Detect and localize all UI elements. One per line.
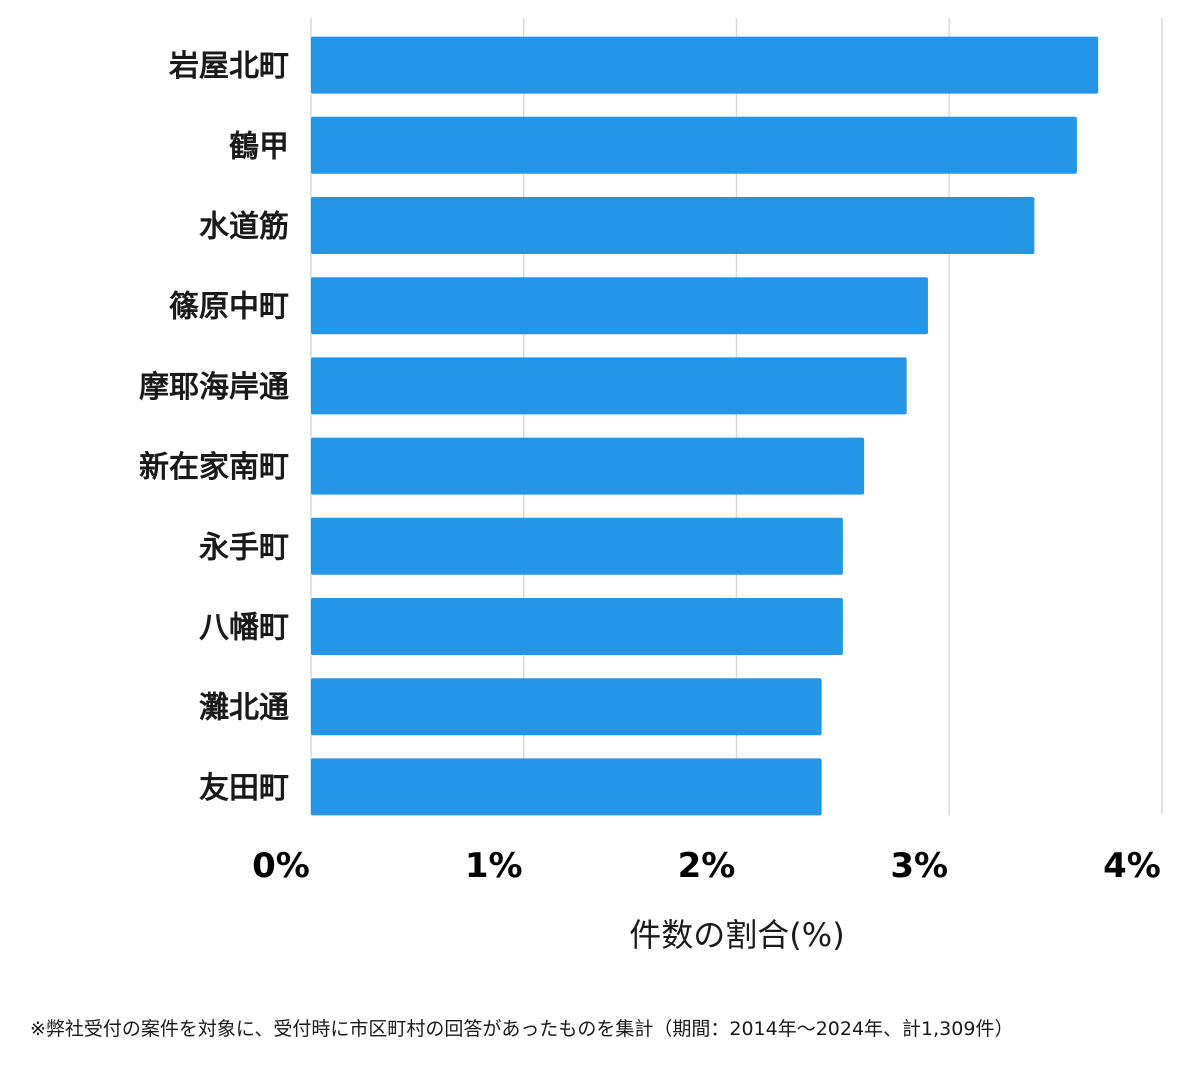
bar <box>311 36 1099 94</box>
bars <box>311 36 1099 816</box>
category-label: 摩耶海岸通 <box>139 370 289 405</box>
x-tick-label: 0% <box>252 846 310 886</box>
x-tick-label: 4% <box>1103 846 1161 886</box>
bar <box>311 758 822 816</box>
category-label: 友田町 <box>199 771 289 806</box>
category-label: 新在家南町 <box>139 450 289 485</box>
category-label: 鶴甲 <box>229 129 289 164</box>
bar <box>311 678 822 736</box>
footnote: ※弊社受付の案件を対象に、受付時に市区町村の回答があったものを集計（期間：201… <box>30 1018 1014 1040</box>
category-label: 八幡町 <box>199 611 289 646</box>
category-label: 灘北通 <box>199 691 289 726</box>
bar <box>311 517 843 575</box>
bar <box>311 357 907 415</box>
category-label: 篠原中町 <box>169 290 289 325</box>
category-label: 永手町 <box>199 530 289 565</box>
x-tick-labels: 0% 1% 2% 3% 4% <box>252 846 1161 886</box>
x-axis-title: 件数の割合(%) <box>629 916 844 954</box>
bar <box>311 437 865 495</box>
x-tick-label: 3% <box>890 846 948 886</box>
x-tick-label: 2% <box>678 846 736 886</box>
x-tick-label: 1% <box>465 846 523 886</box>
bar <box>311 116 1077 174</box>
category-label: 岩屋北町 <box>169 49 289 84</box>
bar <box>311 197 1035 254</box>
bar <box>311 277 928 335</box>
category-label: 水道筋 <box>199 210 289 245</box>
bar <box>311 598 843 655</box>
